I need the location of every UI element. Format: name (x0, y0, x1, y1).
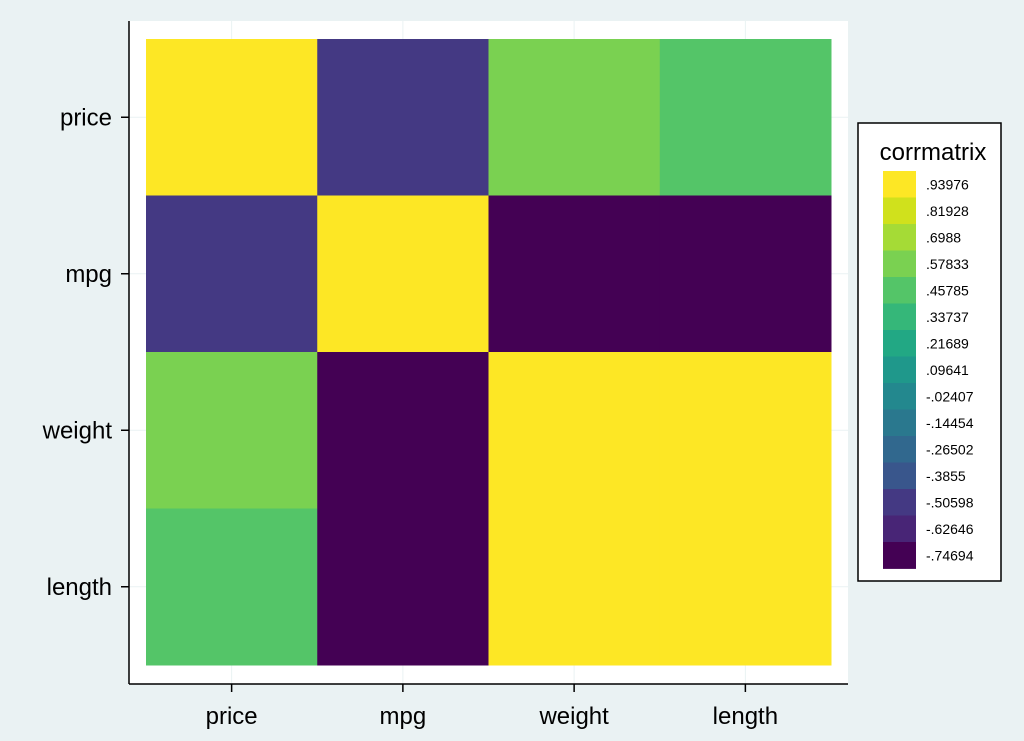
legend-swatch (883, 383, 916, 410)
x-tick-label: mpg (380, 703, 427, 730)
legend-label: -.14454 (926, 415, 974, 431)
legend-swatch (883, 303, 916, 331)
legend-label: .21689 (926, 335, 969, 351)
legend-label: -.3855 (926, 468, 966, 484)
legend-swatch (883, 436, 916, 463)
heatmap-cells (146, 39, 832, 666)
heatmap-cell-length-mpg (317, 508, 489, 666)
heatmap-cell-weight-mpg (317, 352, 489, 509)
legend-label: .81928 (926, 203, 969, 219)
y-tick-label: mpg (65, 261, 112, 288)
legend-label: .93976 (926, 176, 969, 192)
legend-swatch (883, 197, 916, 225)
legend-box (857, 122, 1002, 582)
legend-swatch (883, 409, 916, 437)
y-tick-label: length (47, 574, 112, 601)
heatmap-cell-price-mpg (317, 39, 489, 196)
legend-items: .93976 .81928 .6988 .57833 .45785 .33737 .2168… (883, 171, 974, 569)
heatmap-cell-length-weight (488, 508, 661, 666)
heatmap-cell-price-weight (488, 39, 661, 196)
x-tick-label: price (206, 703, 258, 730)
heatmap-cell-mpg-price (146, 195, 318, 353)
heatmap-cell-price-price (146, 39, 318, 196)
legend: corrmatrix .93976 .81928 .6988 .57833 .45785… (857, 122, 1002, 582)
legend-label: .45785 (926, 282, 969, 298)
legend-label: -.62646 (926, 521, 974, 537)
legend-title: corrmatrix (880, 139, 987, 166)
legend-swatch (883, 171, 916, 198)
x-tick-label: length (713, 703, 778, 730)
heatmap-cell-length-length (659, 508, 832, 666)
heatmap-cell-mpg-weight (488, 195, 661, 353)
x-tick-label: weight (538, 703, 609, 730)
y-tick-label: price (60, 104, 112, 131)
y-tick-label: weight (42, 417, 113, 444)
legend-swatch (883, 542, 916, 569)
heatmap-cell-mpg-mpg (317, 195, 489, 353)
legend-label: -.26502 (926, 441, 974, 457)
heatmap-cell-mpg-length (659, 195, 832, 353)
legend-label: -.74694 (926, 547, 974, 563)
heatmap-cell-weight-weight (488, 352, 661, 509)
legend-swatch (883, 330, 916, 357)
legend-label: -.02407 (926, 388, 974, 404)
heatmap-cell-weight-length (659, 352, 832, 509)
axes (128, 21, 848, 685)
legend-swatch (883, 250, 916, 278)
legend-label: .33737 (926, 309, 969, 325)
legend-swatch (883, 462, 916, 490)
legend-swatch (883, 489, 916, 516)
heatmap-cell-weight-price (146, 352, 318, 509)
heatmap-cell-length-price (146, 508, 318, 666)
legend-label: .57833 (926, 256, 969, 272)
legend-swatch (883, 356, 916, 384)
heatmap-cell-price-length (659, 39, 832, 196)
legend-label: .6988 (926, 229, 961, 245)
legend-swatch (883, 224, 916, 251)
legend-label: -.50598 (926, 494, 974, 510)
y-axis-ticks: price mpg weight length (42, 104, 129, 601)
legend-swatch (883, 277, 916, 304)
legend-label: .09641 (926, 362, 969, 378)
x-axis-ticks: price mpg weight length (206, 684, 778, 730)
legend-swatch (883, 515, 916, 543)
